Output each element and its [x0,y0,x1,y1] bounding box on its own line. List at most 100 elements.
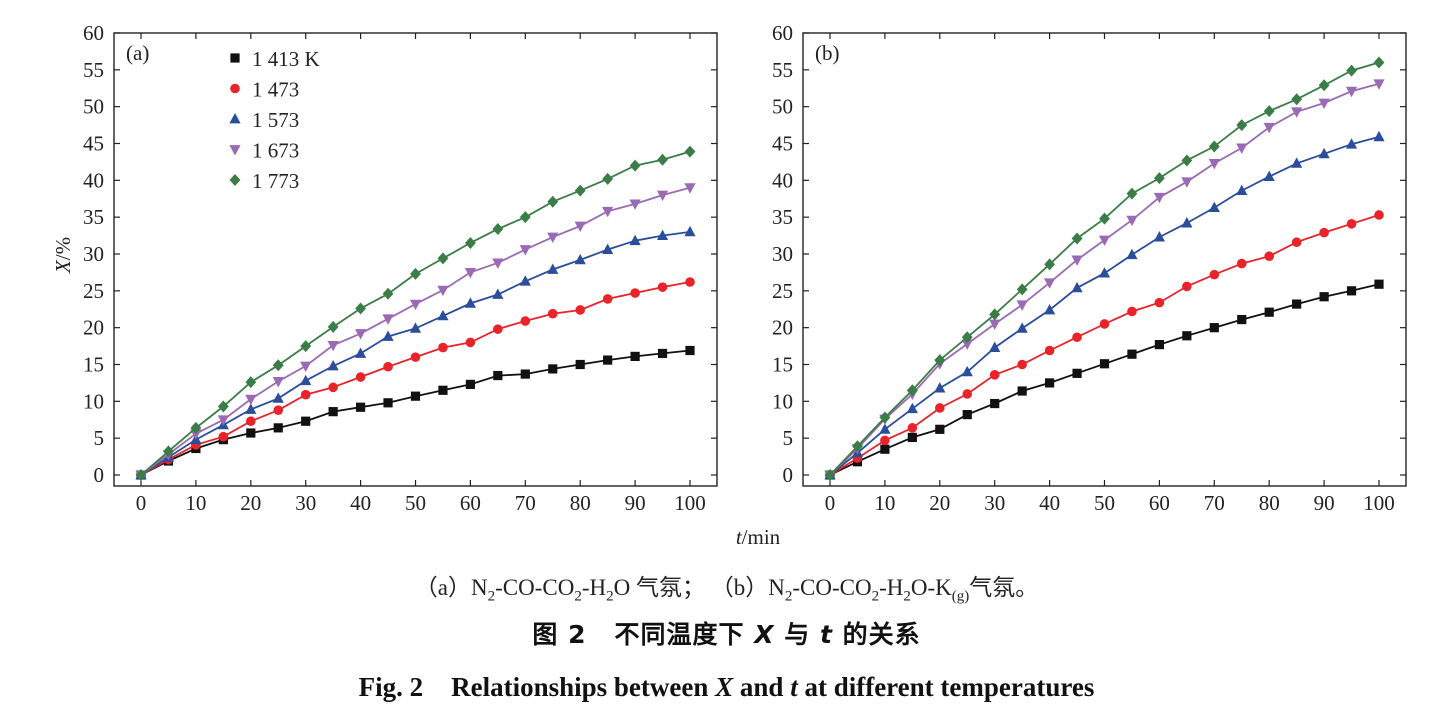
data-point [383,361,393,372]
y-tick-label: 0 [783,463,794,487]
data-point [961,339,973,350]
data-point [1044,303,1056,315]
data-point [547,195,559,208]
x-tick-label: 80 [570,491,591,515]
data-point [880,444,890,454]
data-point [519,211,531,224]
x-tick-label: 30 [984,491,1005,515]
data-point [1099,359,1110,369]
data-point [246,416,256,427]
data-point [1264,307,1274,317]
data-point [629,159,641,172]
data-point [438,342,448,353]
x-tick-label: 100 [674,491,706,515]
data-point [962,409,972,420]
legend-label: 1 473 [252,78,299,102]
figure-title-chinese: 图 2 不同温度下 X 与 t 的关系 [532,620,921,649]
data-point [438,385,448,395]
data-point [1292,299,1302,309]
data-point [437,252,449,265]
data-point [300,361,312,372]
data-point [657,153,668,166]
data-point [1182,331,1192,341]
series-line [140,349,691,476]
data-point [1153,231,1165,242]
y-tick-label: 40 [772,168,793,192]
panel-a: 0 5 10 15 20 25 30 35 40 45 50 55 60 0 10 20 30 40 50 60 70 8… [83,21,718,515]
x-tick-label: 40 [1039,491,1060,515]
legend-marker [229,145,241,156]
data-point [465,379,475,389]
data-point [465,236,476,249]
data-point [464,268,476,279]
data-point [1345,86,1358,98]
data-point [246,428,256,438]
data-point [1208,140,1220,153]
data-point [1126,248,1138,260]
data-point [934,382,946,393]
data-point [1071,255,1083,266]
y-tick-label: 55 [83,58,104,82]
data-point [1345,138,1358,149]
data-point [300,340,312,353]
x-tick-label: 50 [1094,491,1115,515]
x-tick-label: 0 [136,491,147,515]
data-point [935,403,945,413]
data-point [907,432,917,443]
data-point [1044,258,1055,271]
y-tick-label: 30 [772,242,793,266]
data-point [492,258,504,269]
plot-frame [802,32,1407,487]
data-point [630,288,640,298]
data-point [1263,105,1275,118]
data-point [1071,281,1083,293]
data-point [990,398,1000,409]
data-point [520,316,531,326]
data-point [217,415,229,426]
y-tick-label: 45 [83,132,104,156]
y-tick-label: 20 [83,316,104,340]
data-point [1373,130,1385,142]
data-point [629,234,641,246]
x-tick-label: 90 [1314,491,1335,515]
x-tick-label: 40 [350,491,371,515]
y-tick-label: 10 [83,389,104,413]
data-point [989,319,1001,330]
sub-caption-b-label: （b） [710,575,769,600]
x-tick-label: 70 [1204,491,1225,515]
data-point [273,423,283,433]
y-tick-label: 20 [772,316,793,340]
data-point [602,172,614,185]
data-point [1016,300,1028,311]
x-tick-label: 70 [515,491,536,515]
legend-marker [229,174,241,186]
data-point [684,145,696,158]
data-point [1208,201,1220,212]
data-point [961,331,973,344]
data-point [603,355,613,365]
y-tick-label: 5 [94,426,105,450]
data-point [1071,232,1083,245]
sub-caption-a-text: N2-CO-CO2-H2O 气氛； [470,575,705,605]
x-axis-title: t/min [736,525,781,549]
data-point [547,308,558,319]
data-point [190,421,202,434]
data-point [1044,278,1056,289]
data-point [1017,386,1027,396]
data-point [437,285,449,297]
data-point [163,445,174,458]
data-point [657,348,668,359]
data-point [355,372,366,382]
data-point [685,277,695,287]
data-point [547,263,559,274]
data-point [989,370,1000,380]
data-point [1209,269,1220,280]
data-point [1126,215,1138,227]
data-point [1373,79,1385,90]
legend-label: 1 573 [252,108,299,132]
data-point [217,400,229,413]
data-point [410,267,421,280]
data-point [356,402,366,412]
legend-label: 1 673 [252,139,299,163]
data-point [656,190,669,202]
